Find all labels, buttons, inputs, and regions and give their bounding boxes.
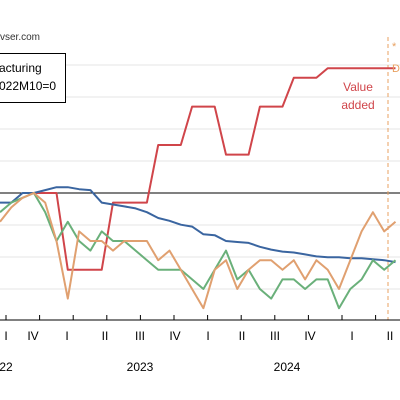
quarter-label: IV <box>304 329 315 343</box>
plot-background <box>0 37 400 320</box>
year-labels: 22 2023 2024 <box>0 360 301 374</box>
edge-annotation-top: * <box>392 41 397 53</box>
quarter-labels: I IV I II III IV I II III IV I II <box>4 329 393 343</box>
series-line-value-added <box>22 67 396 271</box>
series-line-series-3 <box>0 192 397 310</box>
series-line-series-2 <box>0 192 397 310</box>
quarter-label: I <box>350 329 353 343</box>
year-label: 2024 <box>274 360 301 374</box>
quarter-label: I <box>206 329 209 343</box>
value-added-annotation: Value added <box>322 78 394 114</box>
series-group <box>0 67 397 310</box>
quarter-label: IV <box>27 329 38 343</box>
year-label: 2023 <box>127 360 154 374</box>
quarter-label: II <box>102 329 109 343</box>
edge-annotation-mid: D <box>392 63 400 75</box>
quarter-label: IV <box>169 329 180 343</box>
quarter-label: III <box>135 329 145 343</box>
watermark: vser.com <box>0 32 41 43</box>
series-line-series-1 <box>0 186 396 264</box>
quarter-label: II <box>387 329 394 343</box>
legend-line-2: 022M10=0 <box>0 79 57 93</box>
year-label: 22 <box>0 360 13 374</box>
quarter-label: II <box>239 329 246 343</box>
edge-annotation: * D <box>392 36 400 80</box>
quarter-label: III <box>270 329 280 343</box>
legend-box: acturing 022M10=0 <box>0 53 66 103</box>
annotation-line-1: Value <box>343 80 373 94</box>
quarter-label: I <box>65 329 68 343</box>
x-ticks <box>5 315 377 320</box>
legend-line-1: acturing <box>0 61 42 75</box>
annotation-line-2: added <box>341 98 375 112</box>
quarter-label: I <box>4 329 7 343</box>
